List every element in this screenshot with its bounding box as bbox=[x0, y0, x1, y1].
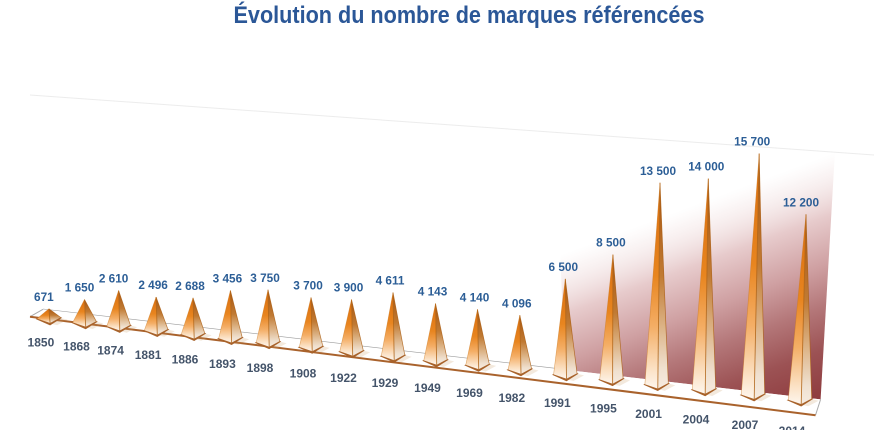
svg-text:15 700: 15 700 bbox=[734, 135, 771, 149]
svg-text:2 610: 2 610 bbox=[99, 272, 129, 286]
svg-text:3 750: 3 750 bbox=[250, 271, 280, 285]
svg-text:1982: 1982 bbox=[498, 391, 525, 405]
svg-text:14 000: 14 000 bbox=[688, 160, 725, 174]
svg-text:1898: 1898 bbox=[247, 361, 274, 375]
svg-text:1969: 1969 bbox=[456, 386, 483, 400]
svg-text:3 700: 3 700 bbox=[293, 279, 323, 293]
svg-text:13 500: 13 500 bbox=[640, 164, 677, 178]
svg-text:4 611: 4 611 bbox=[376, 274, 405, 288]
svg-text:1908: 1908 bbox=[290, 366, 317, 380]
svg-text:1949: 1949 bbox=[414, 381, 441, 395]
svg-text:1929: 1929 bbox=[372, 376, 399, 390]
svg-text:2004: 2004 bbox=[683, 413, 710, 427]
svg-text:2001: 2001 bbox=[635, 407, 662, 421]
svg-text:1850: 1850 bbox=[28, 335, 55, 349]
svg-text:1995: 1995 bbox=[590, 402, 617, 416]
svg-text:1991: 1991 bbox=[544, 396, 571, 410]
svg-text:1868: 1868 bbox=[63, 340, 90, 354]
svg-text:4 140: 4 140 bbox=[460, 290, 490, 304]
svg-text:1 650: 1 650 bbox=[65, 281, 95, 295]
svg-text:3 900: 3 900 bbox=[334, 281, 364, 295]
svg-text:2007: 2007 bbox=[732, 418, 759, 430]
svg-text:1874: 1874 bbox=[97, 344, 124, 358]
svg-text:2014: 2014 bbox=[779, 424, 806, 430]
svg-text:4 096: 4 096 bbox=[502, 296, 532, 310]
svg-text:3 456: 3 456 bbox=[213, 272, 243, 286]
svg-text:2 688: 2 688 bbox=[175, 279, 205, 293]
svg-text:1881: 1881 bbox=[135, 348, 162, 362]
svg-text:671: 671 bbox=[34, 290, 54, 304]
svg-text:1886: 1886 bbox=[172, 352, 199, 366]
svg-text:12 200: 12 200 bbox=[783, 195, 820, 209]
svg-text:8 500: 8 500 bbox=[596, 236, 626, 250]
svg-text:4 143: 4 143 bbox=[418, 285, 448, 299]
svg-text:1893: 1893 bbox=[209, 357, 236, 371]
svg-text:1922: 1922 bbox=[330, 371, 357, 385]
svg-text:6 500: 6 500 bbox=[549, 260, 579, 274]
svg-text:Évolution du nombre de marques: Évolution du nombre de marques référencé… bbox=[234, 1, 705, 29]
svg-text:2 496: 2 496 bbox=[138, 278, 168, 292]
